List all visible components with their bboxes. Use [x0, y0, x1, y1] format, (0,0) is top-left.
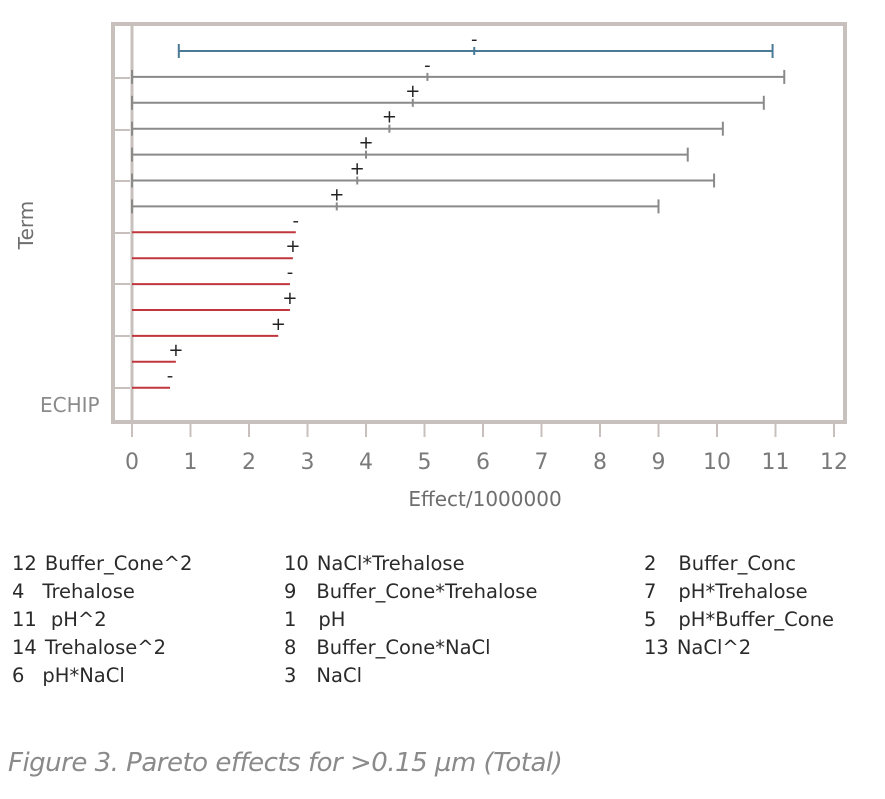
legend-number: 3 [284, 664, 297, 687]
legend-item: 10 NaCl*Trehalose [284, 552, 465, 575]
legend-number: 12 [12, 552, 37, 575]
x-tick-label: 0 [125, 450, 139, 475]
legend-term: Buffer_Cone*NaCl [316, 636, 491, 659]
legend-item: 14 Trehalose^2 [12, 636, 166, 659]
x-tick-label: 4 [359, 450, 373, 475]
legend-number: 1 [284, 608, 297, 631]
legend-term: pH*Trehalose [678, 580, 808, 603]
x-axis-title: Effect/1000000 [408, 487, 561, 511]
legend-term: pH*Buffer_Cone [678, 608, 835, 631]
effect-sign-label: - [424, 55, 431, 76]
plot-frame [111, 22, 847, 424]
legend-term: NaCl*Trehalose [316, 552, 465, 575]
legend-item: 8 Buffer_Cone*NaCl [284, 636, 491, 659]
legend-item: 13 NaCl^2 [644, 636, 751, 659]
x-tick-label: 7 [535, 450, 549, 475]
x-tick-label: 2 [242, 450, 256, 475]
legend-number: 5 [644, 608, 657, 631]
legend-number: 6 [12, 664, 25, 687]
x-tick-label: 6 [476, 450, 490, 475]
legend-number: 2 [644, 552, 657, 575]
legend-number: 9 [284, 580, 297, 603]
legend-number: 14 [12, 636, 37, 659]
legend-term: pH^2 [50, 608, 107, 631]
effect-sign-label: + [271, 314, 286, 335]
x-tick-label: 8 [593, 450, 607, 475]
y-axis-title: Term [14, 201, 38, 250]
effect-sign-label: + [285, 236, 300, 257]
legend-term: pH [318, 608, 346, 631]
legend-term: pH*NaCl [42, 664, 125, 687]
effect-sign-label: + [382, 107, 397, 128]
legend-number: 10 [284, 552, 309, 575]
legend-item: 5 pH*Buffer_Cone [644, 608, 834, 631]
legend-number: 4 [12, 580, 25, 603]
legend-item: 11 pH^2 [12, 608, 107, 631]
legend-term: Trehalose^2 [44, 636, 167, 659]
legend-number: 13 [644, 636, 669, 659]
x-tick-label: 12 [820, 450, 848, 475]
legend-item: 6 pH*NaCl [12, 664, 125, 687]
effect-sign-label: + [358, 133, 373, 154]
legend-item: 3 NaCl [284, 664, 362, 687]
legend-item: 1 pH [284, 608, 345, 631]
pareto-chart: 0 1 2 3 4 5 6 7 8 9 10 11 12 --+++++-+-+++- ECHIP Ef… [14, 22, 848, 511]
legend-term: Buffer_Cone^2 [44, 552, 193, 575]
effect-sign-label: - [287, 262, 294, 283]
effect-sign-label: - [167, 366, 174, 387]
effect-sign-label: - [293, 210, 300, 231]
figure-caption: Figure 3. Pareto effects for >0.15 µm (T… [8, 748, 563, 778]
effect-sign-label: + [282, 288, 297, 309]
legend-number: 11 [12, 608, 37, 631]
effect-sign-label: + [329, 184, 344, 205]
legend-term: NaCl [316, 664, 362, 687]
legend-item: 7 pH*Trehalose [644, 580, 808, 603]
legend-item: 2 Buffer_Conc [644, 552, 796, 575]
legend-number: 8 [284, 636, 297, 659]
legend-term: NaCl^2 [676, 636, 752, 659]
x-tick-label: 1 [184, 450, 198, 475]
effect-sign-label: + [350, 159, 365, 180]
legend-term: Buffer_Conc [678, 552, 796, 575]
echip-watermark: ECHIP [40, 393, 100, 417]
legend-item: 9 Buffer_Cone*Trehalose [284, 580, 537, 603]
x-tick-label: 11 [762, 450, 790, 475]
legend-term: Trehalose [42, 580, 135, 603]
x-tick-label: 5 [418, 450, 432, 475]
effect-sign-label: + [405, 81, 420, 102]
x-tick-label: 9 [652, 450, 666, 475]
effect-sign-label: - [471, 29, 478, 50]
legend-item: 12 Buffer_Cone^2 [12, 552, 192, 575]
x-tick-label: 10 [703, 450, 731, 475]
effect-sign-label: + [168, 340, 183, 361]
legend-number: 7 [644, 580, 657, 603]
legend-item: 4 Trehalose [12, 580, 135, 603]
legend-term: Buffer_Cone*Trehalose [316, 580, 538, 603]
x-tick-label: 3 [301, 450, 315, 475]
